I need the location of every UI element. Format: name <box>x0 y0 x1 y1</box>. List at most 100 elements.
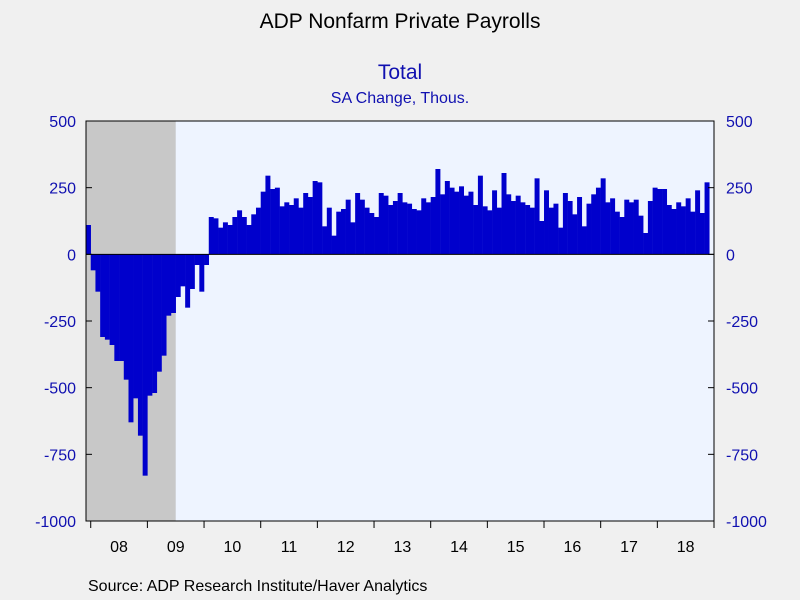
bar <box>699 213 705 255</box>
bar <box>180 254 186 287</box>
bar <box>463 195 469 255</box>
y-tick-label-right: 500 <box>726 114 753 131</box>
bar <box>128 254 134 423</box>
axes: 500 500 250 250 0 0 -250 -250 -500 -500 -750 -750 -1… <box>35 114 767 556</box>
bar <box>255 207 261 255</box>
y-tick-label-left: -500 <box>44 381 76 398</box>
bar <box>312 181 318 255</box>
bar <box>591 194 597 255</box>
bar <box>270 189 276 255</box>
bar <box>487 210 493 255</box>
bar <box>619 217 625 255</box>
bar <box>298 207 304 255</box>
bar <box>161 254 167 356</box>
bar <box>680 206 686 255</box>
chart-title: ADP Nonfarm Private Payrolls <box>259 10 541 33</box>
bar <box>185 254 191 308</box>
bar <box>685 198 691 255</box>
bar <box>340 209 346 255</box>
bar <box>260 191 266 255</box>
bar <box>336 211 342 255</box>
bar <box>520 202 526 255</box>
bar <box>553 203 559 255</box>
bar <box>119 254 125 361</box>
bar <box>567 201 573 255</box>
bar <box>397 193 403 255</box>
y-tick-label-right: -750 <box>726 447 758 464</box>
bar <box>501 173 507 255</box>
bar <box>189 254 195 289</box>
bar <box>605 202 611 255</box>
bar <box>529 207 535 255</box>
bar <box>695 190 701 255</box>
bar <box>477 175 483 255</box>
bar <box>133 254 139 399</box>
bar <box>449 187 455 255</box>
y-tick-label-right: 250 <box>726 181 753 198</box>
bar <box>435 169 441 255</box>
bar <box>86 225 91 255</box>
bar <box>572 214 578 255</box>
bar <box>345 199 351 255</box>
bar <box>407 203 413 255</box>
bar <box>506 194 512 255</box>
x-tick-label: 13 <box>393 539 411 556</box>
y-tick-label-left: -1000 <box>35 514 76 531</box>
bar <box>378 193 384 255</box>
bar <box>232 217 238 255</box>
bar <box>425 202 431 255</box>
bar <box>241 217 247 255</box>
bar <box>652 187 658 255</box>
bar <box>355 193 361 255</box>
bar <box>142 254 148 476</box>
bar <box>444 181 450 255</box>
plot-area <box>86 121 714 521</box>
source-note: Source: ADP Research Institute/Haver Ana… <box>88 578 428 595</box>
y-tick-label-right: 0 <box>726 247 735 264</box>
bar <box>544 190 549 255</box>
x-tick-label: 10 <box>223 539 241 556</box>
bar <box>331 235 337 255</box>
y-tick-label-left: -750 <box>44 447 76 464</box>
bar <box>662 189 668 255</box>
bar <box>208 217 214 255</box>
bar <box>515 195 521 255</box>
bar <box>600 178 606 255</box>
bar <box>577 197 583 255</box>
bar <box>289 205 295 255</box>
y-tick-label-left: 500 <box>49 114 76 131</box>
y-tick-label-left: -250 <box>44 314 76 331</box>
bar <box>246 225 252 255</box>
bar <box>265 175 271 255</box>
y-tick-label-right: -250 <box>726 314 758 331</box>
bar <box>459 186 464 255</box>
bar <box>194 254 200 265</box>
bar <box>411 209 417 255</box>
bar <box>473 205 479 255</box>
bar <box>274 187 280 255</box>
bar <box>326 207 332 255</box>
bar <box>322 226 328 255</box>
bar <box>303 193 309 255</box>
bar <box>166 254 172 316</box>
bar <box>454 191 460 255</box>
bar <box>284 202 290 255</box>
bar <box>440 194 446 255</box>
bar <box>218 227 224 255</box>
bar <box>369 213 375 255</box>
bar <box>364 207 370 255</box>
bar <box>496 207 502 255</box>
bar <box>100 254 106 337</box>
bar <box>114 254 120 361</box>
bar <box>307 197 313 255</box>
x-tick-label: 08 <box>110 539 128 556</box>
bar <box>614 211 620 255</box>
bar <box>421 198 427 255</box>
x-tick-label: 15 <box>507 539 525 556</box>
x-tick-label: 12 <box>337 539 355 556</box>
y-tick-label-left: 0 <box>67 247 76 264</box>
bar <box>152 254 158 393</box>
bar <box>402 202 408 255</box>
bar <box>629 202 634 255</box>
